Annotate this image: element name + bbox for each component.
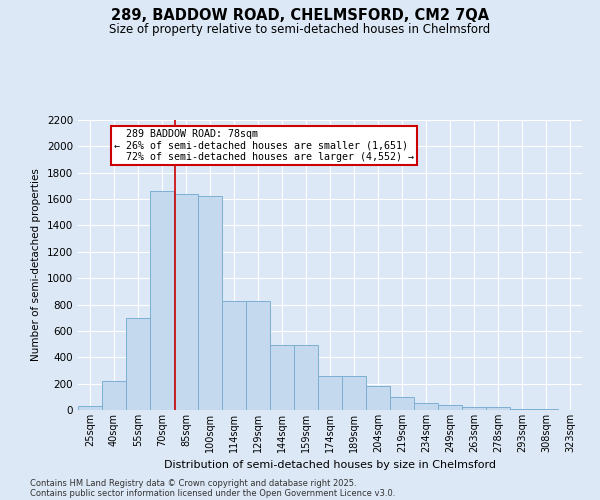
Bar <box>150 191 174 410</box>
Bar <box>78 406 102 410</box>
Bar <box>486 408 510 410</box>
Bar <box>342 376 366 410</box>
Y-axis label: Number of semi-detached properties: Number of semi-detached properties <box>31 168 41 362</box>
Bar <box>126 318 150 410</box>
Bar <box>174 194 198 410</box>
Bar <box>222 300 246 410</box>
Bar <box>270 346 294 410</box>
Text: Contains HM Land Registry data © Crown copyright and database right 2025.: Contains HM Land Registry data © Crown c… <box>30 478 356 488</box>
Bar <box>294 346 318 410</box>
Bar <box>246 300 270 410</box>
Bar <box>414 403 438 410</box>
Bar <box>198 196 222 410</box>
Bar <box>390 397 414 410</box>
Text: 289, BADDOW ROAD, CHELMSFORD, CM2 7QA: 289, BADDOW ROAD, CHELMSFORD, CM2 7QA <box>111 8 489 22</box>
Text: Size of property relative to semi-detached houses in Chelmsford: Size of property relative to semi-detach… <box>109 22 491 36</box>
Bar <box>510 409 534 410</box>
Text: Contains public sector information licensed under the Open Government Licence v3: Contains public sector information licen… <box>30 488 395 498</box>
Bar <box>102 381 126 410</box>
Text: 289 BADDOW ROAD: 78sqm
← 26% of semi-detached houses are smaller (1,651)
  72% o: 289 BADDOW ROAD: 78sqm ← 26% of semi-det… <box>114 129 414 162</box>
Bar <box>438 404 462 410</box>
Bar <box>318 376 342 410</box>
Bar <box>366 386 390 410</box>
Bar <box>462 406 486 410</box>
X-axis label: Distribution of semi-detached houses by size in Chelmsford: Distribution of semi-detached houses by … <box>164 460 496 470</box>
